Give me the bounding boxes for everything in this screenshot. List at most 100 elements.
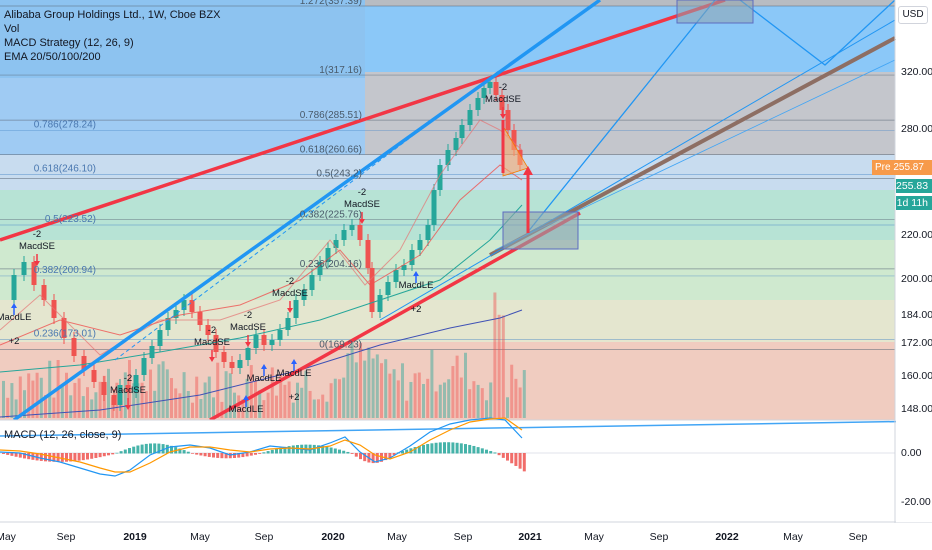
time-tick-label: May bbox=[387, 531, 408, 543]
price-tick-label: 184.00 bbox=[901, 309, 932, 321]
signal-qty: -2 bbox=[208, 325, 216, 336]
macd-hist-bar bbox=[514, 453, 518, 466]
signal-label: MacdLE bbox=[277, 368, 312, 379]
macd-hist-bar bbox=[430, 443, 434, 454]
macd-hist-bar bbox=[501, 453, 505, 458]
macd-hist-bar bbox=[241, 453, 245, 458]
volume-bar bbox=[182, 372, 186, 418]
candle-body bbox=[493, 82, 499, 95]
volume-bar bbox=[350, 342, 354, 418]
macd-hist-bar bbox=[371, 453, 375, 464]
legend-vol[interactable]: Vol bbox=[4, 23, 20, 35]
volume-bar bbox=[241, 399, 245, 418]
candle-body bbox=[317, 262, 323, 275]
legend-strategy[interactable]: MACD Strategy (12, 26, 9) bbox=[4, 37, 134, 49]
volume-bar bbox=[396, 380, 400, 418]
candle-body bbox=[11, 275, 17, 300]
candle-body bbox=[253, 335, 259, 348]
candle-body bbox=[149, 346, 155, 358]
volume-bar bbox=[476, 384, 480, 418]
volume-bar bbox=[489, 382, 493, 418]
legend-symbol[interactable]: Alibaba Group Holdings Ltd., 1W, Cboe BZ… bbox=[4, 9, 221, 21]
volume-bar bbox=[342, 377, 346, 418]
signal-label: MacdSE bbox=[272, 288, 308, 299]
candle-body bbox=[237, 360, 243, 368]
legend-ema[interactable]: EMA 20/50/100/200 bbox=[4, 51, 101, 63]
macd-legend[interactable]: MACD (12, 26, close, 9) bbox=[4, 429, 122, 441]
macd-hist-bar bbox=[81, 453, 85, 461]
signal-label: MacdLE bbox=[0, 312, 31, 323]
candle-body bbox=[141, 358, 147, 375]
candle-body bbox=[459, 125, 465, 138]
candle-body bbox=[245, 348, 251, 360]
volume-bar bbox=[375, 354, 379, 418]
macd-hist-bar bbox=[220, 453, 224, 459]
candle-body bbox=[309, 275, 315, 290]
volume-bar bbox=[459, 377, 463, 418]
fib-label: 0(169.23) bbox=[319, 340, 362, 351]
macd-hist-bar bbox=[283, 446, 287, 454]
macd-hist-bar bbox=[497, 453, 501, 456]
volume-bar bbox=[132, 383, 136, 418]
macd-hist-bar bbox=[380, 453, 383, 462]
ema-50-line bbox=[0, 164, 523, 346]
candle-body bbox=[481, 88, 487, 98]
bar-countdown-tag: 1d 11h bbox=[896, 196, 932, 210]
candle-body bbox=[101, 382, 107, 395]
signal-label: MacdLE bbox=[229, 404, 264, 415]
time-tick-label: Sep bbox=[255, 531, 274, 543]
volume-bar bbox=[380, 363, 383, 418]
macd-hist-bar bbox=[165, 444, 169, 454]
volume-bar bbox=[48, 360, 52, 418]
fib-label: 0.786(285.51) bbox=[300, 110, 362, 121]
macd-axis[interactable]: 0.00 -20.00 bbox=[901, 447, 931, 508]
macd-hist-bar bbox=[178, 448, 182, 454]
zone-grey bbox=[365, 72, 895, 160]
macd-trendline bbox=[0, 420, 932, 437]
time-tick-label: 2021 bbox=[518, 531, 542, 543]
candle-body bbox=[365, 240, 371, 268]
macd-hist-bar bbox=[182, 450, 186, 454]
macd-hist-bar bbox=[342, 450, 346, 454]
red-arrow-up-head bbox=[523, 166, 533, 175]
volume-bar bbox=[254, 380, 257, 418]
candle-body bbox=[349, 225, 355, 230]
candle-body bbox=[229, 362, 235, 368]
macd-hist-bar bbox=[451, 442, 455, 454]
signal-arrow-head-icon bbox=[500, 114, 506, 119]
volume-bar bbox=[266, 392, 270, 418]
macd-hist-bar bbox=[359, 453, 362, 460]
macd-hist-bar bbox=[346, 451, 350, 454]
candle-body bbox=[511, 130, 517, 150]
volume-bar bbox=[501, 315, 505, 418]
price-tick-label: 172.00 bbox=[901, 337, 932, 349]
volume-bar bbox=[409, 381, 413, 418]
volume-bar bbox=[384, 359, 388, 418]
macd-hist-bar bbox=[18, 453, 22, 458]
price-axis[interactable]: 320.00280.00240.00220.00200.00184.00172.… bbox=[901, 66, 932, 415]
macd-hist-bar bbox=[73, 453, 77, 462]
volume-bar bbox=[443, 382, 446, 418]
time-axis[interactable]: May Sep 2019 May Sep 2020 May Sep 2021 May Sep 2022… bbox=[0, 531, 867, 543]
volume-bar bbox=[312, 399, 316, 418]
volume-bar bbox=[417, 372, 421, 418]
volume-bar bbox=[73, 382, 77, 418]
volume-bar bbox=[14, 399, 18, 418]
fib-label: 1.272(357.39) bbox=[300, 0, 362, 7]
macd-hist-bar bbox=[170, 445, 173, 454]
signal-qty: -2 bbox=[244, 310, 252, 321]
volume-bar bbox=[367, 347, 371, 418]
signal-qty: -2 bbox=[286, 276, 294, 287]
volume-bar bbox=[69, 395, 73, 418]
candle-body bbox=[505, 110, 511, 130]
macd-hist-bar bbox=[132, 446, 136, 454]
signal-qty: -2 bbox=[124, 373, 132, 384]
volume-bar bbox=[44, 395, 47, 418]
price-axis-bg bbox=[896, 0, 932, 522]
candle-body bbox=[221, 352, 227, 362]
currency-button[interactable]: USD bbox=[898, 6, 928, 24]
macd-hist-bar bbox=[10, 453, 14, 456]
volume-bar bbox=[90, 399, 94, 418]
macd-hist-bar bbox=[392, 453, 396, 456]
